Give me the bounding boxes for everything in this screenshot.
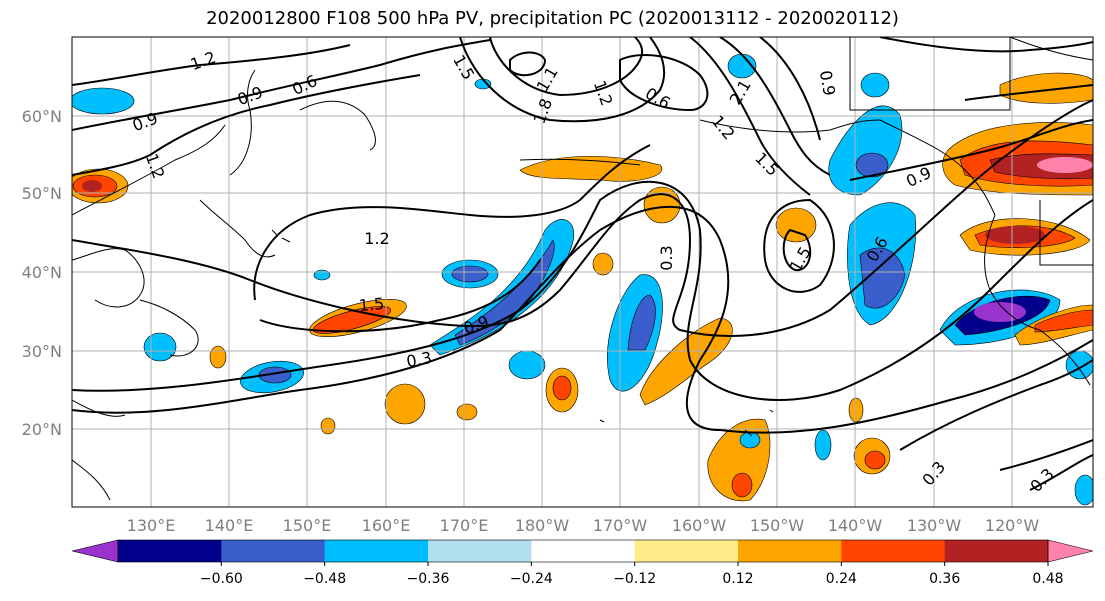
colorbar-segment <box>634 540 739 562</box>
colorbar-frame <box>117 539 1049 563</box>
longitude-label: 150°W <box>750 516 805 535</box>
figure-title: 2020012800 F108 500 hPa PV, precipitatio… <box>206 8 899 29</box>
colorbar-segment <box>944 540 1049 562</box>
colorbar-extend-high <box>1047 539 1094 563</box>
contour-label: 1.5 <box>358 294 385 315</box>
longitude-label: 140°E <box>205 516 254 535</box>
colorbar-tick-label: 0.12 <box>722 571 753 587</box>
longitude-label: 160°E <box>362 516 411 535</box>
contour-label: 0.9 <box>130 109 160 136</box>
coastlines <box>72 37 1093 501</box>
colorbar-tick-label: 0.48 <box>1032 571 1063 587</box>
latitude-label: 30°N <box>22 342 62 361</box>
contour-label: 1.2 <box>590 78 617 108</box>
longitude-label: 180°W <box>515 516 570 535</box>
latitude-label: 40°N <box>22 263 62 282</box>
contour-label: 1.2 <box>364 229 389 248</box>
longitude-label: 130°E <box>127 516 176 535</box>
colorbar-segment <box>221 540 326 562</box>
colorbar-tick-label: −0.24 <box>510 571 553 587</box>
longitude-labels: 130°E 140°E 150°E 160°E 170°E 180°W 170°W 160°W… <box>127 516 1040 535</box>
colorbar-tick-label: 0.36 <box>929 571 960 587</box>
colorbar-tick-label: −0.12 <box>613 571 656 587</box>
colorbar-tick-label: −0.36 <box>407 571 450 587</box>
pv-contours <box>72 37 1093 491</box>
contour-label: 0.9 <box>816 69 839 97</box>
precipitation-shading <box>72 53 1093 506</box>
contour-label: 1.8 <box>530 96 557 126</box>
colorbar-extend-low <box>71 539 119 563</box>
longitude-label: 120°W <box>985 516 1040 535</box>
map-frame <box>71 36 1094 508</box>
contour-label: 1.2 <box>142 151 169 181</box>
colorbar-segment <box>841 540 946 562</box>
contour-label: 1.1 <box>533 63 562 95</box>
colorbar-segment <box>324 540 429 562</box>
longitude-label: 170°E <box>440 516 489 535</box>
latitude-label: 60°N <box>22 107 62 126</box>
contour-label: 0.3 <box>918 458 949 490</box>
colorbar-segment <box>531 540 636 562</box>
colorbar-segment <box>428 540 532 562</box>
contour-label: 0.3 <box>1026 464 1057 495</box>
longitude-label: 140°W <box>828 516 883 535</box>
longitude-label: 150°E <box>283 516 332 535</box>
contour-label: 0.3 <box>405 348 433 371</box>
contour-label: 1.5 <box>449 51 478 83</box>
contour-label: 0.9 <box>235 83 265 110</box>
latitude-label: 20°N <box>22 420 62 439</box>
colorbar-tick-label: 0.24 <box>826 571 857 587</box>
latitude-labels: 60°N 50°N 40°N 30°N 20°N <box>22 107 62 439</box>
contour-label: 1.2 <box>188 48 218 75</box>
colorbar-segment <box>738 540 842 562</box>
colorbar-segment <box>118 540 222 562</box>
contour-label: 2.1 <box>726 76 755 108</box>
contour-label: 1.5 <box>751 148 782 179</box>
contour-label: 0.3 <box>657 245 676 270</box>
longitude-label: 160°W <box>672 516 727 535</box>
latitude-label: 50°N <box>22 184 62 203</box>
colorbar-tick-label: −0.60 <box>200 571 243 587</box>
longitude-label: 130°W <box>907 516 962 535</box>
colorbar-tick-label: −0.48 <box>303 571 346 587</box>
longitude-label: 170°W <box>593 516 648 535</box>
colorbar: −0.60 −0.48 −0.36 −0.24 −0.12 0.12 0.24 0.36 0.4… <box>71 539 1094 587</box>
